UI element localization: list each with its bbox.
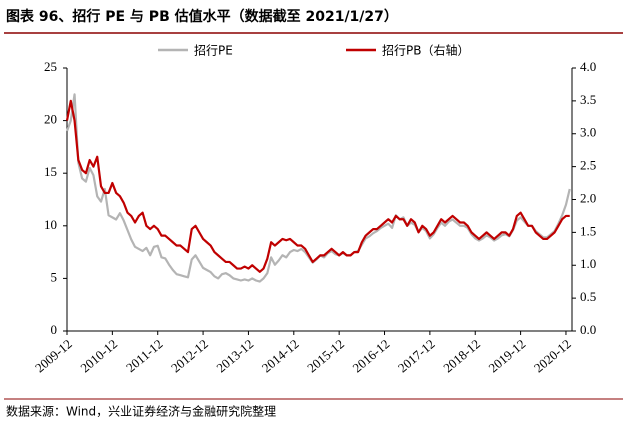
x-tick-label: 2018-12 [440, 336, 483, 375]
x-tick-label: 2017-12 [395, 336, 438, 375]
x-tick-label: 2020-12 [531, 336, 574, 375]
y-tick-label: 0 [51, 322, 58, 337]
y2-tick-label: 0.5 [580, 289, 596, 304]
y2-tick-label: 0.0 [580, 322, 596, 337]
x-tick-label: 2014-12 [259, 336, 302, 375]
legend-label: 招行PB（右轴） [382, 43, 469, 58]
y-tick-label: 15 [44, 164, 57, 179]
y2-tick-label: 2.5 [580, 158, 596, 173]
y-tick-label: 10 [44, 217, 57, 232]
x-tick-label: 2015-12 [304, 336, 347, 375]
y2-tick-label: 3.0 [580, 125, 596, 140]
y2-tick-label: 3.5 [580, 92, 596, 107]
legend-label: 招行PE [194, 44, 233, 58]
y2-tick-label: 1.0 [580, 256, 596, 271]
source: 数据来源：Wind，兴业证券经济与金融研究院整理 [6, 404, 276, 419]
x-tick-label: 2013-12 [213, 336, 256, 375]
y2-tick-label: 4.0 [580, 59, 596, 74]
series-line [65, 99, 570, 273]
y-tick-label: 20 [44, 112, 57, 127]
chart-title: 图表 96、招行 PE 与 PB 估值水平（数据截至 2021/1/27） [6, 8, 398, 25]
x-tick-label: 2011-12 [123, 336, 165, 375]
x-tick-label: 2012-12 [168, 336, 211, 375]
series-line [65, 93, 571, 283]
y-tick-label: 25 [44, 59, 57, 74]
x-tick-label: 2016-12 [350, 336, 393, 375]
x-tick-label: 2019-12 [486, 336, 529, 375]
y2-tick-label: 1.5 [580, 223, 596, 238]
x-tick-label: 2009-12 [32, 336, 75, 375]
y-tick-label: 5 [51, 269, 58, 284]
y2-tick-label: 2.0 [580, 190, 596, 205]
x-tick-label: 2010-12 [77, 336, 120, 375]
